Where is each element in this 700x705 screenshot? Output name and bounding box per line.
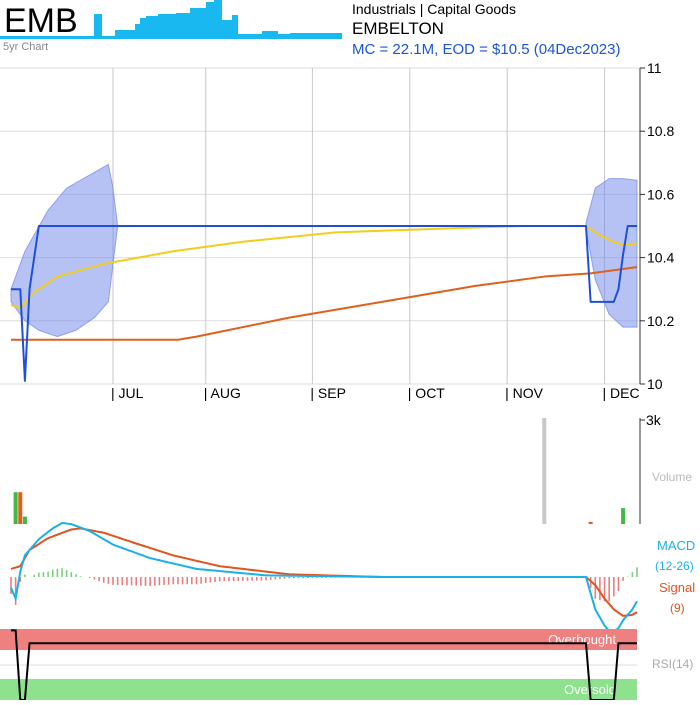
five-year-thumbnail [0,0,342,39]
thumbnail-bar [176,13,190,38]
overbought-zone [0,629,637,650]
month-label: | OCT [408,385,446,401]
signal-line [10,527,638,617]
macd-line [10,521,638,632]
ticker-symbol: EMB [4,2,78,40]
thumbnail-baseline [0,36,342,39]
oversold-zone [0,679,637,700]
signal-params: (9) [670,601,685,615]
volume-bar [588,521,593,524]
price-tick-label: 10.8 [647,123,674,139]
thumbnail-bar [290,33,342,38]
overbought-label: Overbought [548,632,616,647]
thumbnail-label: 5yr Chart [3,41,48,53]
signal-label: Signal [659,580,695,595]
rsi-label: RSI(14) [652,657,693,671]
macd-panel: MACD (12-26) Signal (9) [10,521,695,632]
thumbnail-bar [232,15,238,38]
volume-label: Volume [652,470,692,484]
thumbnail-bar [115,30,135,38]
month-axis: | JUL | AUG | SEP | OCT | NOV | DEC [111,385,640,401]
thumbnail-bar [214,0,222,38]
sector-label: Industrials | Capital Goods [352,1,516,17]
thumbnail-bar [140,18,146,38]
macd-params: (12-26) [655,559,694,573]
rsi-line [11,629,637,701]
thumbnail-bar [94,14,102,38]
thumbnail-bar [135,24,140,38]
month-label: | SEP [310,385,346,401]
volume-panel: 3k Volume [13,412,692,524]
volume-bar [18,492,23,524]
company-name: EMBELTON [352,19,444,38]
volume-bar [542,418,547,524]
month-label: | AUG [204,385,241,401]
thumbnail-bar [146,16,158,38]
volume-bar [13,492,18,524]
month-label: | NOV [505,385,544,401]
volume-max-label: 3k [646,412,662,428]
month-label: | DEC [603,385,640,401]
price-tick-label: 11 [647,60,662,76]
fast-moving-average-line [10,225,638,310]
volume-bar [22,516,27,524]
macd-lines [10,521,638,632]
close-price-line [11,225,637,382]
volume-bar [621,508,626,524]
market-summary: MC = 22.1M, EOD = $10.5 (04Dec2023) [352,41,620,58]
bollinger-band-area [10,163,119,338]
price-tick-label: 10.6 [647,186,674,202]
price-tick-label: 10 [647,376,663,392]
thumbnail-bar [158,14,176,38]
price-tick-label: 10.2 [647,313,674,329]
month-label: | JUL [111,385,144,401]
thumbnail-bar [206,2,214,38]
rsi-panel: Overbought Oversold RSI(14) [0,629,693,701]
volume-bars [13,418,626,524]
slow-moving-average-line [11,266,638,341]
bollinger-band-area [585,178,638,328]
macd-label: MACD [657,538,695,553]
thumbnail-bar [262,31,278,38]
price-series [10,225,638,382]
rsi-series-line [11,629,637,701]
price-y-ticks: 10 10.2 10.4 10.6 10.8 11 [640,60,674,392]
thumbnail-bar [222,20,232,38]
price-panel: 10 10.2 10.4 10.6 10.8 11 | JUL | AUG | SEP | OC… [0,60,674,401]
bollinger-band [10,163,638,338]
macd-histogram [10,567,638,605]
price-tick-label: 10.4 [647,250,674,266]
thumbnail-bar [190,8,206,38]
header: EMB 5yr Chart Industrials | Capital Good… [0,0,620,58]
